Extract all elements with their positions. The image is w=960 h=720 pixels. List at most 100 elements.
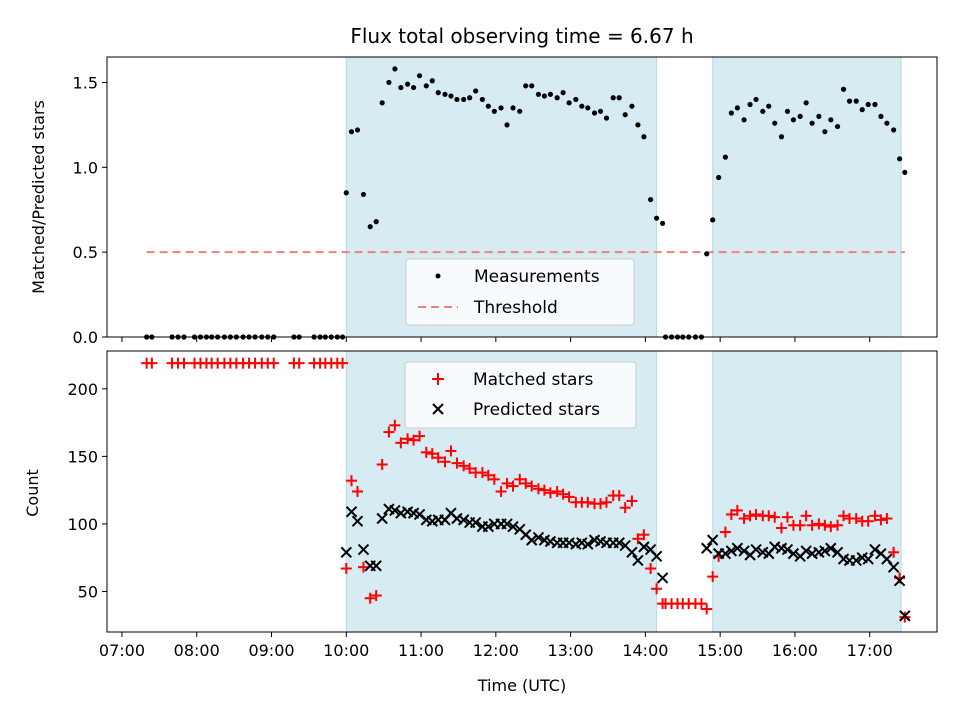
- matched-star-point: [626, 495, 638, 507]
- measurement-point: [485, 103, 491, 109]
- matched-star-point: [445, 445, 457, 457]
- measurement-point: [448, 93, 454, 99]
- legend-threshold-label: Threshold: [473, 298, 558, 318]
- top-panel: 0.0 0.5 1.0 1.5 Matched/Predicted stars Mea…: [29, 56, 938, 347]
- measurement-point: [716, 174, 722, 181]
- predicted-star-point: [738, 545, 750, 557]
- measurement-point: [510, 105, 516, 111]
- x-tick-label: 10:00: [323, 641, 369, 660]
- measurement-point: [722, 154, 728, 160]
- matched-star-point: [376, 458, 388, 470]
- matched-star-point: [738, 513, 750, 525]
- matched-star-point: [451, 457, 463, 469]
- predicted-star-point: [899, 610, 911, 622]
- matched-star-point: [701, 603, 713, 615]
- matched-star-point: [268, 357, 280, 369]
- predicted-star-point: [719, 547, 732, 560]
- measurement-point: [523, 83, 529, 89]
- measurement-point: [610, 95, 616, 101]
- measurement-point: [354, 127, 361, 133]
- matched-star-point: [526, 480, 538, 492]
- matched-star-point: [351, 486, 363, 497]
- matched-star-point: [875, 514, 887, 526]
- measurement-point: [591, 110, 598, 116]
- predicted-star-point: [862, 553, 874, 565]
- measurement-point: [653, 215, 660, 221]
- predicted-star-point: [706, 534, 719, 546]
- matched-star-point: [869, 510, 881, 522]
- matched-star-point: [695, 598, 707, 610]
- x-tick-label: 12:00: [473, 641, 519, 660]
- top-legend: Measurements Threshold: [405, 258, 635, 326]
- predicted-star-point: [482, 520, 495, 533]
- predicted-star-point: [800, 545, 812, 557]
- measurement-point: [435, 90, 441, 96]
- predicted-star-point: [532, 531, 545, 544]
- matched-star-point: [832, 519, 844, 531]
- matched-star-point: [638, 529, 650, 541]
- predicted-star-point: [781, 543, 794, 556]
- measurement-point: [566, 100, 572, 106]
- bottom-y-ticks: 50 100 150 200: [67, 380, 107, 601]
- measurement-point: [392, 66, 398, 72]
- measurement-point: [386, 79, 392, 86]
- matched-star-point: [464, 463, 476, 475]
- measurement-point: [760, 108, 766, 114]
- predicted-star-point: [850, 554, 862, 567]
- measurement-point: [659, 220, 666, 226]
- bottom-x-ticks: 07:00 08:00 09:00 10:00 11:00 12:00 13:00 14:00…: [99, 632, 893, 660]
- top-x-ticks: [121, 337, 871, 342]
- matched-star-point: [775, 522, 787, 534]
- measurement-point: [560, 90, 566, 96]
- top-legend-box: [405, 258, 635, 326]
- measurement-point: [728, 110, 734, 116]
- matched-star-point: [613, 490, 625, 502]
- legend-matched-label: Matched stars: [473, 370, 593, 390]
- y-tick-label: 50: [78, 582, 98, 601]
- measurement-point: [603, 115, 610, 121]
- matched-star-point: [769, 511, 781, 523]
- measurement-point: [803, 100, 809, 106]
- x-tick-label: 16:00: [772, 641, 818, 660]
- matched-star-point: [420, 446, 432, 458]
- x-tick-label: 08:00: [174, 641, 220, 660]
- matched-star-point: [414, 430, 426, 442]
- predicted-star-point: [351, 515, 364, 527]
- matched-star-point: [432, 452, 444, 464]
- measurement-point: [473, 88, 479, 94]
- matched-star-point: [651, 583, 663, 595]
- measurement-point: [423, 83, 429, 89]
- predicted-star-point: [582, 538, 594, 550]
- matched-star-point: [888, 546, 900, 558]
- matched-star-point: [582, 496, 594, 508]
- measurement-point: [541, 93, 548, 99]
- bottom-legend: Matched stars Predicted stars: [404, 361, 637, 429]
- matched-star-point: [645, 563, 657, 575]
- matched-star-point: [794, 519, 806, 531]
- y-tick-label: 1.0: [73, 158, 98, 177]
- matched-star-point: [806, 519, 818, 531]
- matched-star-point: [514, 473, 526, 485]
- measurement-point: [635, 122, 641, 128]
- measurement-point: [902, 169, 908, 175]
- measurement-point: [348, 129, 355, 135]
- matched-star-point: [439, 456, 451, 468]
- matched-star-point: [800, 510, 812, 522]
- matched-star-point: [389, 419, 401, 431]
- measurement-point: [629, 103, 635, 109]
- bottom-y-axis-label: Count: [23, 469, 42, 517]
- measurement-point: [429, 78, 435, 84]
- matched-star-point: [482, 469, 494, 481]
- matched-star-point: [340, 563, 352, 575]
- matched-star-point: [458, 460, 470, 472]
- predicted-star-point: [632, 554, 644, 567]
- measurement-point: [547, 91, 554, 97]
- bottom-panel: 50 100 150 200 07:00 08:00 09:00 10:00 11:00 12:…: [23, 350, 938, 695]
- predicted-star-point: [893, 574, 906, 587]
- measurement-point: [416, 73, 423, 79]
- predicted-star-point: [725, 545, 738, 557]
- matched-star-point: [563, 491, 575, 503]
- y-tick-label: 150: [67, 447, 98, 466]
- measurement-point: [573, 96, 579, 103]
